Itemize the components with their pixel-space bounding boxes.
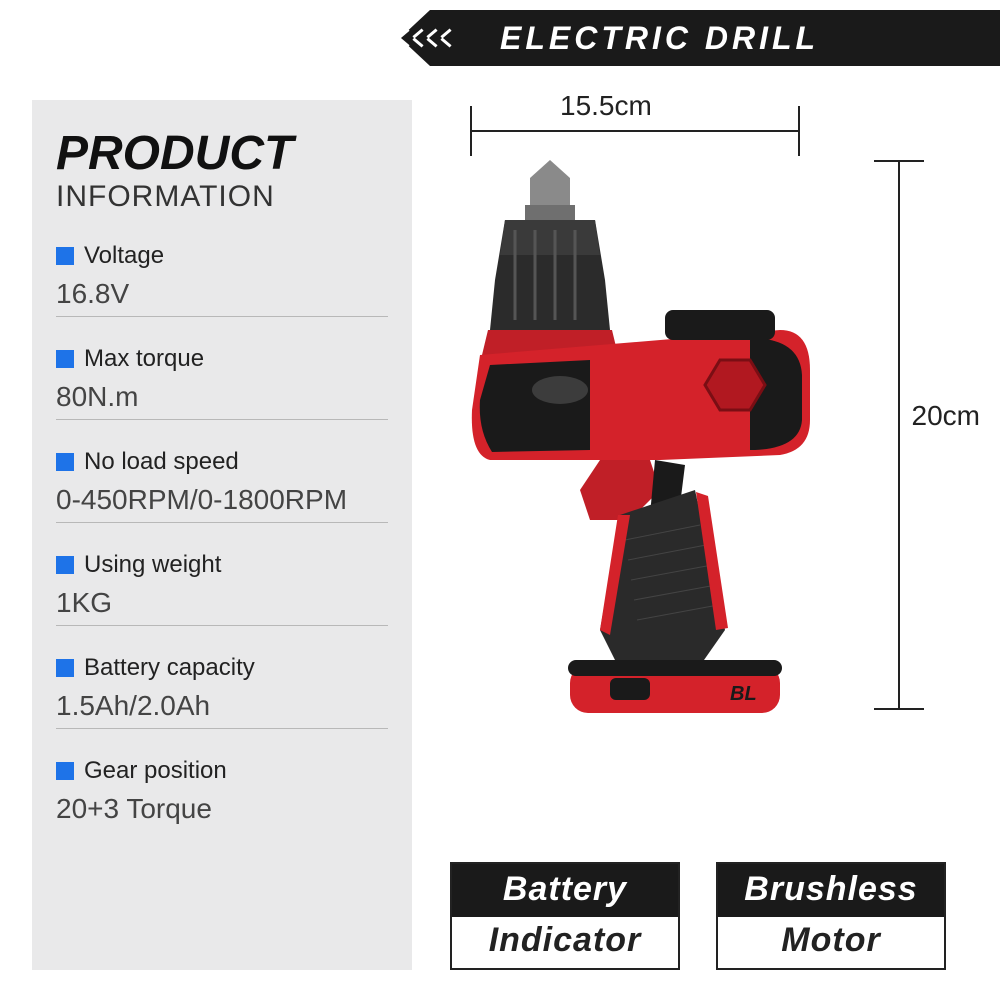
spec-value: 16.8V xyxy=(56,278,388,317)
spec-value: 20+3 Torque xyxy=(56,793,388,831)
spec-label: Battery capacity xyxy=(84,654,255,682)
spec-label: Max torque xyxy=(84,345,204,373)
badge-top: Brushless xyxy=(718,864,944,917)
drill-bl-badge: BL xyxy=(730,683,757,705)
spec-label: Voltage xyxy=(84,242,164,270)
panel-title-line2: INFORMATION xyxy=(56,180,388,214)
dimension-height-line xyxy=(898,160,900,710)
badge-battery-indicator: Battery Indicator xyxy=(450,862,680,970)
header-banner: ELECTRIC DRILL xyxy=(430,10,1000,66)
spec-value: 0-450RPM/0-1800RPM xyxy=(56,484,388,523)
spec-panel: PRODUCT INFORMATION Voltage 16.8V Max to… xyxy=(32,100,412,970)
spec-label: Using weight xyxy=(84,551,221,579)
spec-label: No load speed xyxy=(84,448,239,476)
spec-label: Gear position xyxy=(84,757,227,785)
badge-bottom: Motor xyxy=(718,917,944,968)
badge-bottom: Indicator xyxy=(452,917,678,968)
spec-value: 1.5Ah/2.0Ah xyxy=(56,690,388,729)
bullet-icon xyxy=(56,453,74,471)
badge-top: Battery xyxy=(452,864,678,917)
spec-item: Voltage 16.8V xyxy=(56,242,388,317)
badge-brushless-motor: Brushless Motor xyxy=(716,862,946,970)
chevron-left-icon xyxy=(398,10,452,66)
header-title: ELECTRIC DRILL xyxy=(500,20,819,57)
bullet-icon xyxy=(56,350,74,368)
dimension-height-label: 20cm xyxy=(912,400,980,432)
spec-item: Max torque 80N.m xyxy=(56,345,388,420)
spec-value: 1KG xyxy=(56,587,388,626)
spec-item: Using weight 1KG xyxy=(56,551,388,626)
spec-item: No load speed 0-450RPM/0-1800RPM xyxy=(56,448,388,523)
bullet-icon xyxy=(56,762,74,780)
panel-title-line1: PRODUCT xyxy=(56,130,388,178)
dimension-width-label: 15.5cm xyxy=(560,90,652,122)
spec-value: 80N.m xyxy=(56,381,388,420)
bullet-icon xyxy=(56,556,74,574)
bullet-icon xyxy=(56,659,74,677)
spec-item: Battery capacity 1.5Ah/2.0Ah xyxy=(56,654,388,729)
dimension-width-line xyxy=(470,130,800,132)
product-area: 15.5cm 20cm xyxy=(450,90,980,790)
bullet-icon xyxy=(56,247,74,265)
spec-item: Gear position 20+3 Torque xyxy=(56,757,388,831)
feature-badges: Battery Indicator Brushless Motor xyxy=(450,862,946,970)
drill-illustration: BL xyxy=(450,160,870,720)
